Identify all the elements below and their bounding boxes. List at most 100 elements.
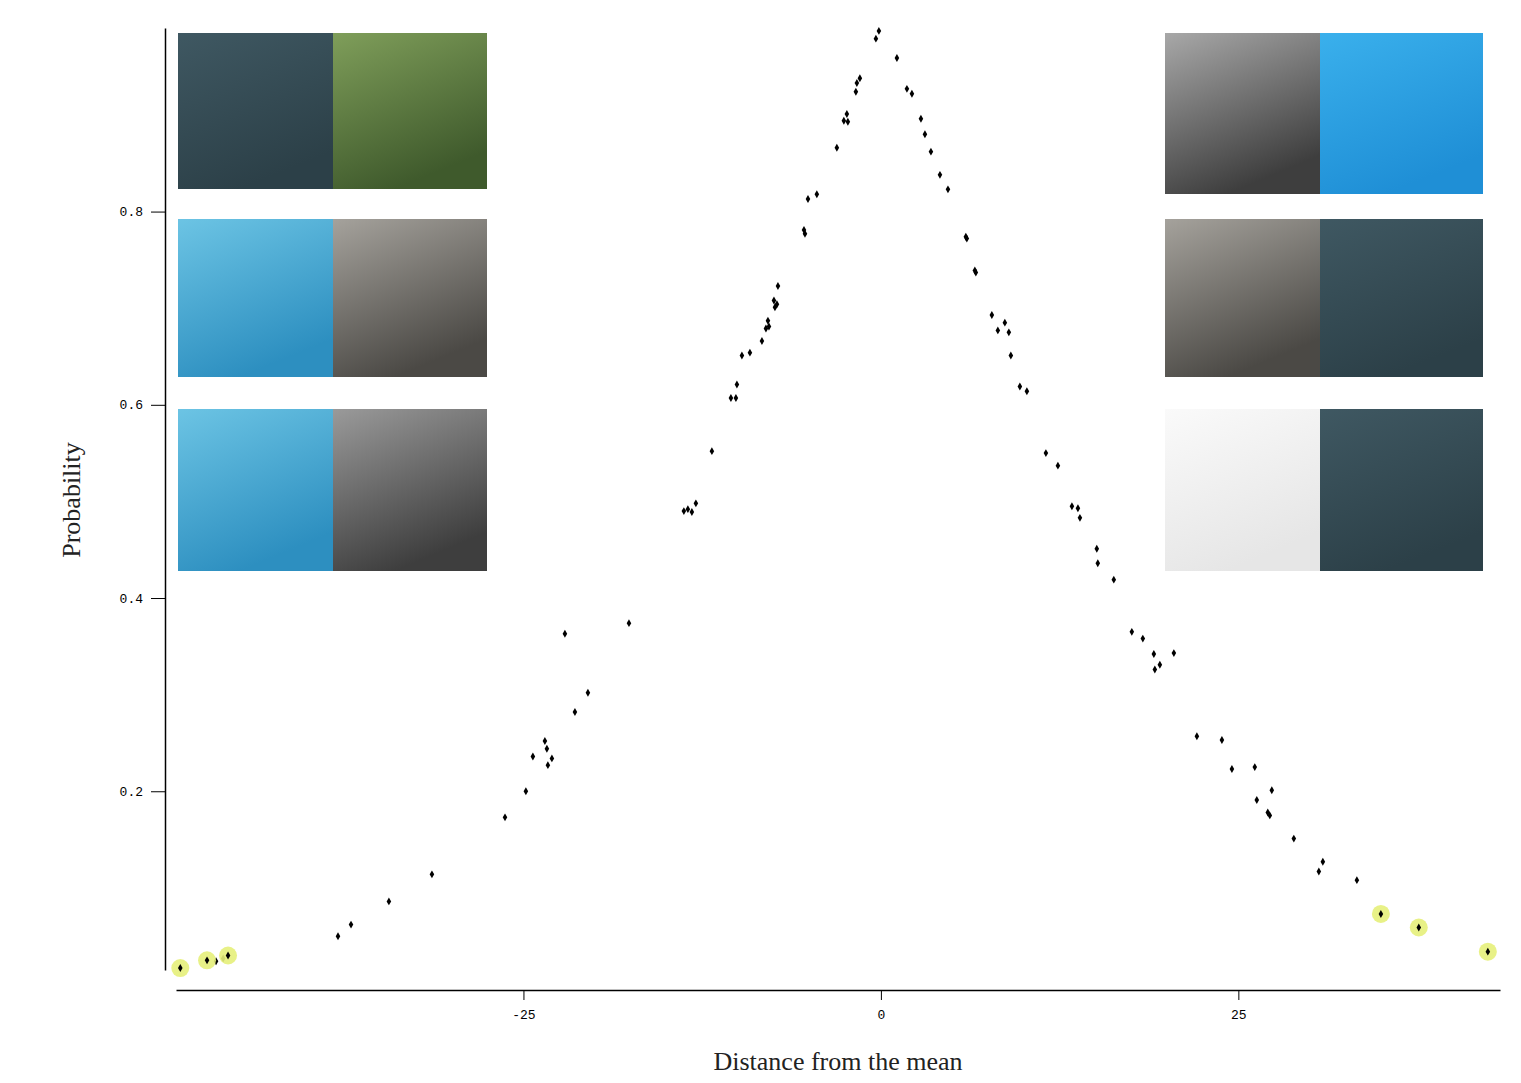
point: [1044, 449, 1049, 457]
thumbnail: [178, 409, 333, 571]
highlight: [1479, 943, 1497, 961]
point: [1007, 328, 1012, 336]
point: [1317, 868, 1322, 876]
point: [760, 337, 765, 345]
point: [543, 737, 548, 745]
point: [1253, 763, 1258, 771]
y-tick-label: 0.4: [120, 592, 144, 607]
point: [586, 689, 591, 697]
point: [686, 505, 691, 513]
point: [546, 761, 551, 769]
point: [226, 952, 231, 960]
point: [1009, 352, 1014, 360]
point: [910, 90, 915, 98]
thumbnail: [1320, 409, 1483, 571]
point: [815, 190, 820, 198]
point: [682, 507, 687, 515]
point: [806, 195, 811, 203]
y-tick: 0.2: [120, 785, 165, 800]
point: [387, 897, 392, 905]
point: [531, 753, 536, 761]
y-tick: 0.4: [120, 592, 165, 607]
point: [563, 630, 568, 638]
y-tick-mark: [151, 791, 165, 792]
x-tick: 25: [1231, 990, 1247, 1023]
point: [1158, 661, 1163, 669]
y-tick: 0.8: [120, 205, 165, 220]
point: [1076, 504, 1081, 512]
series: [171, 905, 1497, 977]
point: [1078, 514, 1083, 522]
point: [1486, 948, 1491, 956]
point: [734, 394, 739, 402]
point: [1292, 835, 1297, 843]
point: [996, 326, 1001, 334]
highlight: [171, 959, 189, 977]
point: [946, 185, 951, 193]
point: [690, 508, 695, 516]
x-tick-label: 0: [877, 1008, 885, 1023]
point: [965, 235, 970, 243]
point: [1130, 628, 1135, 636]
point: [1096, 559, 1101, 567]
point: [974, 268, 979, 276]
point: [205, 956, 210, 964]
point: [748, 349, 753, 357]
point: [710, 447, 715, 455]
thumbnail: [333, 219, 487, 377]
point: [1056, 462, 1061, 470]
point: [877, 27, 882, 35]
point: [855, 79, 860, 87]
point: [895, 54, 900, 62]
point: [1003, 319, 1008, 327]
y-tick-mark: [151, 598, 165, 599]
point: [503, 813, 508, 821]
thumbnail: [178, 33, 333, 189]
thumbnail: [1165, 409, 1320, 571]
y-tick-mark: [151, 405, 165, 406]
point: [1141, 635, 1146, 643]
point: [1379, 910, 1384, 918]
point: [775, 300, 780, 308]
y-axis-line: [165, 29, 167, 971]
x-tick: -25: [512, 990, 535, 1023]
thumbnail: [1320, 219, 1483, 377]
thumbnail: [1165, 219, 1320, 377]
point: [1095, 545, 1100, 553]
point: [929, 148, 934, 156]
series: [214, 27, 1359, 965]
x-tick-label: -25: [512, 1008, 535, 1023]
point: [938, 171, 943, 179]
y-tick: 0.6: [120, 398, 165, 413]
thumbnails: [178, 33, 1483, 571]
highlight: [219, 947, 237, 965]
point: [767, 323, 772, 331]
point: [905, 85, 910, 93]
point: [550, 754, 555, 762]
point: [1025, 387, 1030, 395]
thumbnail: [333, 33, 487, 189]
x-tick-mark: [881, 990, 882, 1000]
point: [545, 745, 550, 753]
y-tick-mark: [151, 212, 165, 213]
point: [430, 870, 435, 878]
point: [1255, 796, 1260, 804]
point: [524, 787, 529, 795]
highlight: [1372, 905, 1390, 923]
point: [1270, 786, 1275, 794]
point: [336, 932, 341, 940]
y-axis: 0.2 0.4 0.6 0.8: [120, 29, 166, 971]
point: [835, 144, 840, 152]
point: [1220, 736, 1225, 744]
point: [1152, 650, 1157, 658]
point: [1195, 732, 1200, 740]
highlight: [198, 951, 216, 969]
y-axis-title: Probability: [57, 442, 86, 558]
thumbnail: [333, 409, 487, 571]
thumbnail: [1165, 33, 1320, 194]
point: [845, 110, 850, 118]
point: [990, 311, 995, 319]
point: [1417, 924, 1422, 932]
point: [573, 708, 578, 716]
thumbnail: [178, 219, 333, 377]
